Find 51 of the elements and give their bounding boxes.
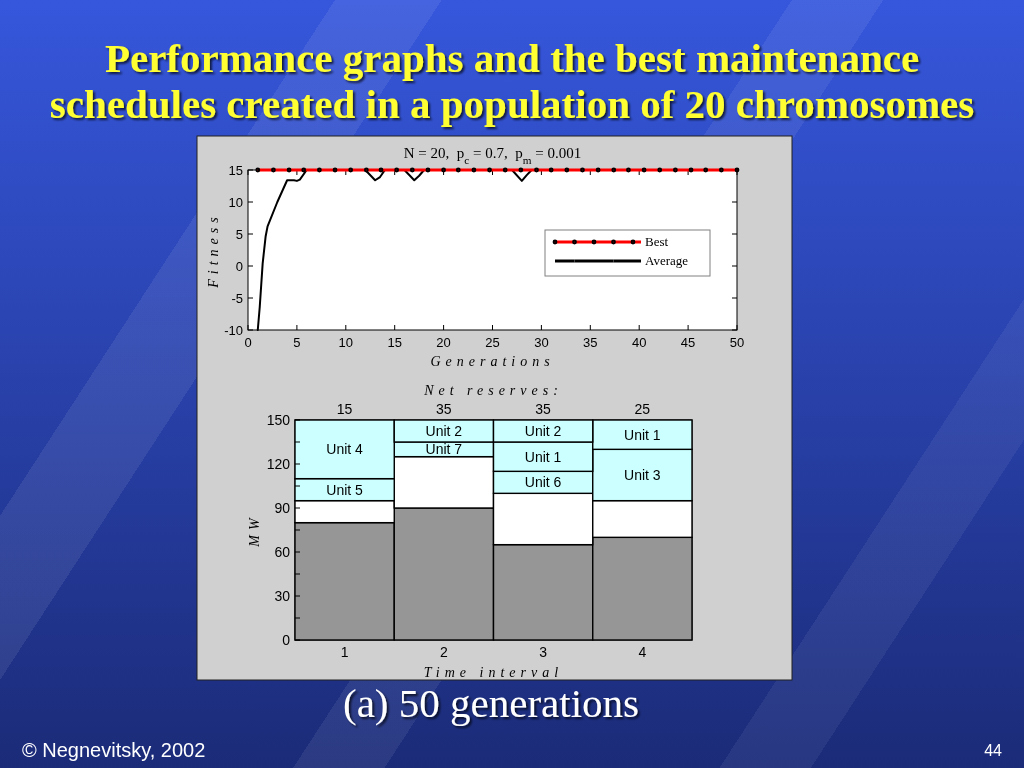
x-tick-label: 1 bbox=[340, 644, 349, 660]
x-tick-label: 40 bbox=[631, 335, 647, 350]
x-tick-label: 30 bbox=[534, 335, 549, 350]
chart-subtitle: N = 20, p$_{c}$ = 0.7, p$_{m}$ = 0.001 bbox=[403, 145, 582, 166]
x-tick-label: 15 bbox=[387, 335, 402, 350]
x-tick-label: 2 bbox=[439, 644, 448, 660]
annotation: 35 bbox=[535, 401, 552, 417]
y-axis-title: Fitness bbox=[206, 212, 221, 289]
text: (a) 50 generations bbox=[343, 680, 639, 726]
annotation: 35 bbox=[436, 401, 452, 417]
chart-title: Net reserves: bbox=[423, 383, 563, 398]
x-tick-label: 10 bbox=[338, 335, 354, 350]
data-label: Unit 4 bbox=[326, 441, 364, 458]
y-tick-label: 5 bbox=[235, 226, 243, 242]
x-axis-title: Time interval bbox=[423, 665, 564, 680]
data-label: Unit 3 bbox=[624, 467, 661, 484]
y-tick-label: -5 bbox=[231, 290, 243, 306]
x-tick-label: 35 bbox=[583, 335, 598, 350]
x-tick-label: 45 bbox=[680, 335, 696, 350]
data-label: Unit 5 bbox=[326, 481, 364, 498]
data-label: Unit 2 bbox=[425, 423, 463, 440]
text: © Negnevitsky, 2002 bbox=[22, 739, 206, 761]
y-tick-label: 0 bbox=[282, 632, 291, 649]
x-tick-label: 5 bbox=[293, 335, 301, 350]
y-axis-title: MW bbox=[247, 513, 262, 548]
chart-title: Performance graphs and the best maintenance schedules created in a population of 20 chromosomes bbox=[49, 35, 975, 127]
y-tick-label: 120 bbox=[266, 456, 291, 473]
data-label: Unit 1 bbox=[524, 448, 562, 465]
data-label: Unit 7 bbox=[425, 441, 463, 458]
y-tick-label: 30 bbox=[274, 588, 291, 605]
x-tick-label: 25 bbox=[485, 335, 500, 350]
data-label: Unit 6 bbox=[524, 474, 562, 491]
text: 44 bbox=[984, 742, 1003, 759]
y-tick-label: 90 bbox=[274, 500, 291, 517]
data-label: Unit 1 bbox=[624, 426, 661, 443]
y-tick-label: -10 bbox=[224, 322, 243, 338]
annotation: 25 bbox=[634, 401, 651, 417]
y-tick-label: 10 bbox=[228, 194, 243, 210]
legend-label: Best bbox=[645, 233, 669, 249]
annotation: 15 bbox=[336, 401, 353, 417]
data-label: Unit 2 bbox=[524, 423, 562, 440]
y-tick-label: 0 bbox=[235, 258, 243, 274]
x-tick-label: 3 bbox=[539, 644, 548, 660]
x-tick-label: 4 bbox=[638, 644, 647, 660]
legend-label: Average bbox=[645, 252, 689, 268]
x-tick-label: 50 bbox=[729, 335, 745, 350]
x-tick-label: 20 bbox=[436, 335, 451, 350]
y-tick-label: 15 bbox=[228, 162, 243, 178]
y-tick-label: 150 bbox=[266, 412, 291, 429]
x-axis-title: Generations bbox=[430, 354, 555, 369]
y-tick-label: 60 bbox=[274, 544, 291, 561]
